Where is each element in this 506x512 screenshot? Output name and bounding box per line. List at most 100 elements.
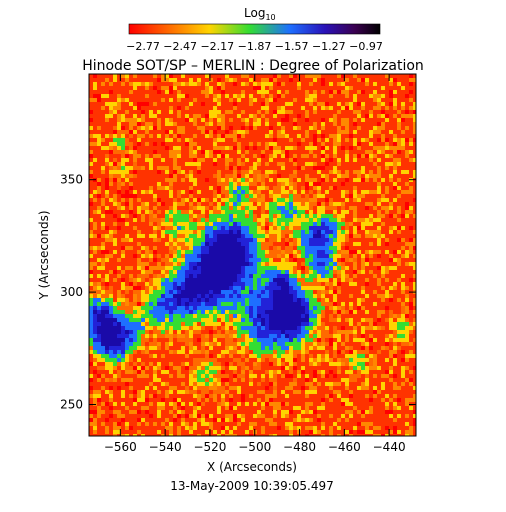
heatmap-cell [237, 290, 241, 294]
heatmap-cell [217, 298, 221, 302]
heatmap-cell [225, 338, 229, 342]
heatmap-cell [241, 394, 245, 398]
heatmap-cell [89, 142, 93, 146]
heatmap-cell [413, 286, 416, 290]
heatmap-cell [117, 134, 121, 138]
heatmap-cell [253, 162, 257, 166]
heatmap-cell [313, 266, 317, 270]
heatmap-cell [405, 414, 409, 418]
heatmap-cell [161, 86, 165, 90]
heatmap-cell [201, 266, 205, 270]
heatmap-cell [89, 326, 93, 330]
heatmap-cell [125, 178, 129, 182]
heatmap-cell [117, 122, 121, 126]
heatmap-cell [97, 390, 101, 394]
heatmap-cell [277, 122, 281, 126]
heatmap-cell [217, 390, 221, 394]
heatmap-cell [273, 278, 277, 282]
heatmap-cell [285, 274, 289, 278]
heatmap-cell [193, 358, 197, 362]
heatmap-cell [233, 186, 237, 190]
heatmap-cell [345, 386, 349, 390]
heatmap-cell [209, 342, 213, 346]
heatmap-cell [133, 82, 137, 86]
heatmap-cell [309, 402, 313, 406]
heatmap-cell [317, 190, 321, 194]
heatmap-cell [313, 78, 317, 82]
heatmap-cell [329, 274, 333, 278]
heatmap-cell [313, 222, 317, 226]
heatmap-cell [253, 306, 257, 310]
heatmap-cell [385, 434, 389, 436]
heatmap-cell [361, 194, 365, 198]
heatmap-cell [309, 334, 313, 338]
heatmap-cell [105, 78, 109, 82]
heatmap-cell [313, 198, 317, 202]
heatmap-cell [121, 330, 125, 334]
heatmap-cell [153, 230, 157, 234]
heatmap-cell [321, 270, 325, 274]
heatmap-cell [309, 150, 313, 154]
heatmap-cell [305, 222, 309, 226]
heatmap-cell [265, 354, 269, 358]
heatmap-cell [385, 406, 389, 410]
heatmap-cell [333, 258, 337, 262]
heatmap-cell [245, 346, 249, 350]
heatmap-cell [109, 182, 113, 186]
heatmap-cell [209, 370, 213, 374]
heatmap-cell [369, 174, 373, 178]
heatmap-cell [197, 318, 201, 322]
heatmap-cell [181, 202, 185, 206]
heatmap-cell [241, 186, 245, 190]
heatmap-cell [357, 354, 361, 358]
heatmap-cell [133, 342, 137, 346]
heatmap-cell [241, 214, 245, 218]
heatmap-cell [125, 302, 129, 306]
heatmap-cell [297, 330, 301, 334]
heatmap-cell [377, 262, 381, 266]
heatmap-cell [361, 254, 365, 258]
heatmap-cell [353, 98, 357, 102]
heatmap-cell [137, 250, 141, 254]
heatmap-cell [109, 114, 113, 118]
heatmap-cell [129, 134, 133, 138]
heatmap-cell [97, 182, 101, 186]
heatmap-cell [177, 266, 181, 270]
heatmap-cell [113, 278, 117, 282]
heatmap-cell [245, 298, 249, 302]
heatmap-cell [105, 306, 109, 310]
heatmap-cell [333, 226, 337, 230]
heatmap-cell [181, 410, 185, 414]
heatmap-cell [145, 330, 149, 334]
heatmap-cell [297, 134, 301, 138]
heatmap-cell [209, 254, 213, 258]
colorbar-gradient [128, 23, 381, 35]
heatmap-cell [153, 258, 157, 262]
heatmap-cell [385, 290, 389, 294]
heatmap-cell [409, 342, 413, 346]
heatmap-cell [413, 302, 416, 306]
heatmap-cell [269, 202, 273, 206]
heatmap-cell [293, 358, 297, 362]
heatmap-cell [193, 378, 197, 382]
heatmap-cell [361, 270, 365, 274]
heatmap-cell [185, 106, 189, 110]
heatmap-cell [221, 126, 225, 130]
heatmap-cell [285, 134, 289, 138]
heatmap-cell [237, 306, 241, 310]
heatmap-cell [169, 194, 173, 198]
heatmap-cell [293, 74, 297, 78]
heatmap-cell [121, 278, 125, 282]
heatmap-cell [293, 222, 297, 226]
heatmap-cell [265, 202, 269, 206]
heatmap-cell [305, 282, 309, 286]
heatmap-cell [353, 74, 357, 78]
heatmap-cell [285, 266, 289, 270]
heatmap-cell [237, 218, 241, 222]
heatmap-cell [249, 266, 253, 270]
heatmap-cell [213, 238, 217, 242]
heatmap-cell [249, 294, 253, 298]
heatmap-cell [177, 274, 181, 278]
heatmap-cell [173, 226, 177, 230]
heatmap-cell [229, 202, 233, 206]
